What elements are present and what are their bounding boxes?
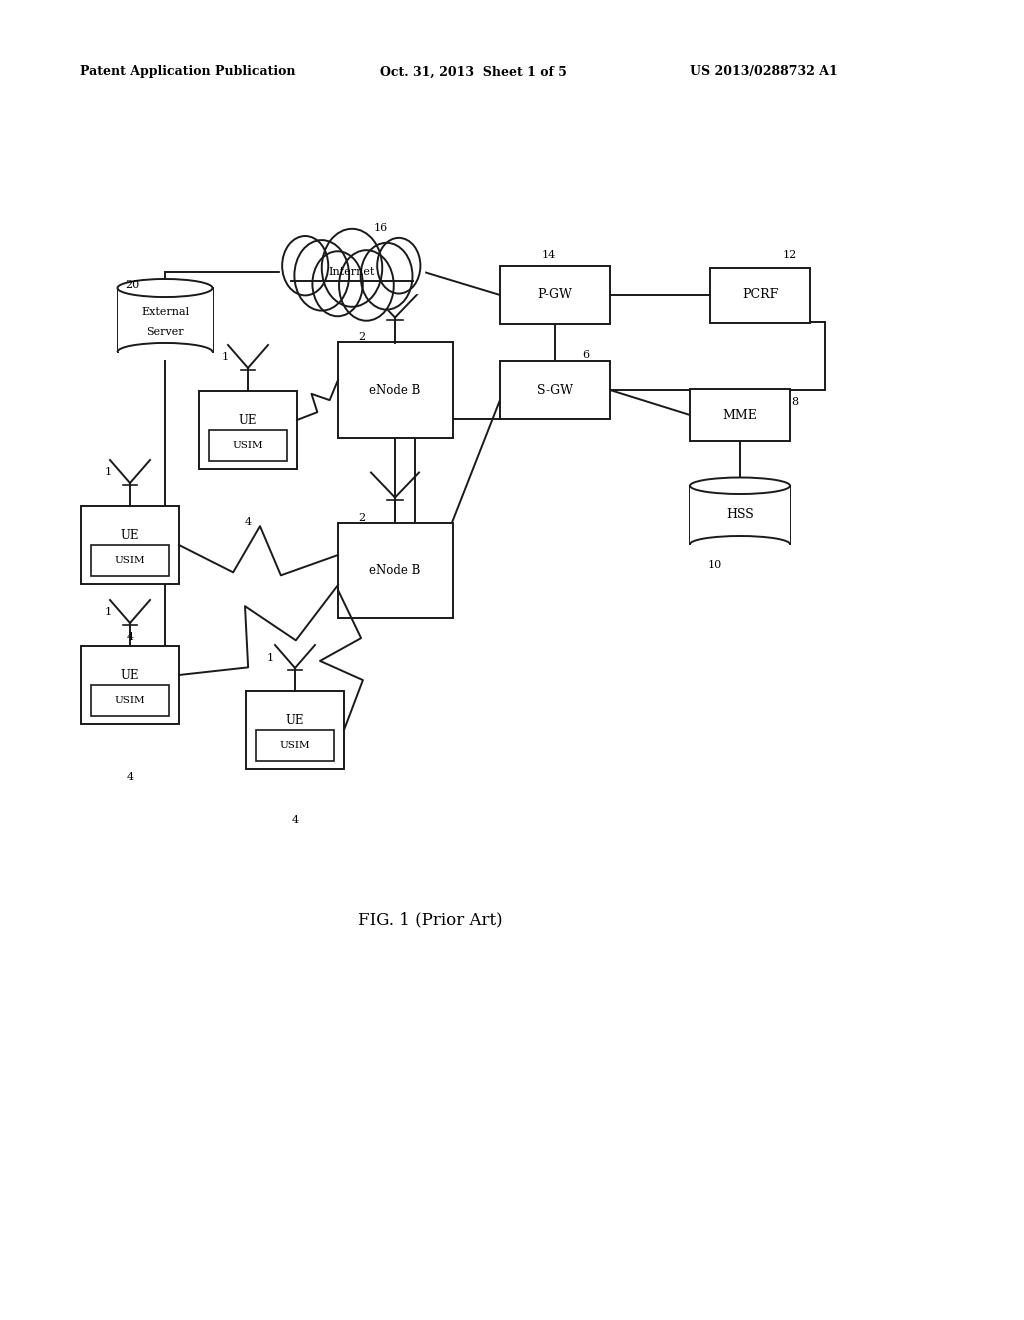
Circle shape — [377, 238, 421, 293]
Ellipse shape — [118, 279, 213, 297]
Text: FIG. 1 (Prior Art): FIG. 1 (Prior Art) — [357, 912, 503, 928]
Text: 14: 14 — [542, 249, 556, 260]
Text: 1: 1 — [104, 467, 112, 477]
Bar — [91, 545, 169, 577]
Bar — [500, 267, 610, 323]
Bar — [81, 645, 179, 723]
Bar — [91, 685, 169, 717]
Bar — [280, 268, 424, 293]
Circle shape — [322, 228, 382, 306]
Text: USIM: USIM — [115, 696, 145, 705]
Text: 2: 2 — [358, 333, 366, 342]
Bar — [690, 486, 790, 544]
Bar — [710, 268, 810, 322]
Text: USIM: USIM — [280, 741, 310, 750]
Text: External: External — [141, 308, 189, 317]
Text: UE: UE — [121, 529, 139, 543]
Circle shape — [283, 236, 329, 296]
Text: 2: 2 — [358, 513, 366, 523]
Text: 12: 12 — [783, 249, 797, 260]
Circle shape — [360, 243, 413, 310]
Text: Patent Application Publication: Patent Application Publication — [80, 66, 296, 78]
Text: UE: UE — [286, 714, 304, 727]
Text: PCRF: PCRF — [741, 289, 778, 301]
Text: UE: UE — [121, 669, 139, 682]
Text: Oct. 31, 2013  Sheet 1 of 5: Oct. 31, 2013 Sheet 1 of 5 — [380, 66, 567, 78]
Bar — [199, 391, 297, 469]
Circle shape — [312, 251, 362, 317]
Text: 10: 10 — [708, 560, 722, 570]
Bar — [209, 430, 287, 461]
Bar — [246, 690, 344, 770]
Bar — [338, 342, 453, 437]
Text: 4: 4 — [126, 772, 133, 781]
Text: S-GW: S-GW — [537, 384, 573, 396]
Text: eNode B: eNode B — [370, 384, 421, 396]
Text: 1: 1 — [221, 352, 228, 362]
Text: P-GW: P-GW — [538, 289, 572, 301]
Bar — [81, 506, 179, 583]
Text: 4: 4 — [126, 632, 133, 642]
Text: Server: Server — [146, 327, 184, 337]
Text: 1: 1 — [104, 607, 112, 616]
Text: HSS: HSS — [726, 508, 754, 521]
Text: US 2013/0288732 A1: US 2013/0288732 A1 — [690, 66, 838, 78]
Text: UE: UE — [239, 414, 257, 428]
Text: 4: 4 — [245, 517, 252, 527]
Bar — [256, 730, 334, 762]
Text: 16: 16 — [374, 223, 388, 234]
Circle shape — [295, 240, 349, 310]
Bar — [118, 288, 213, 352]
Text: USIM: USIM — [232, 441, 263, 450]
Text: USIM: USIM — [115, 556, 145, 565]
Text: Internet: Internet — [329, 267, 375, 277]
Text: 8: 8 — [792, 397, 799, 407]
Bar — [338, 523, 453, 618]
Bar — [690, 389, 790, 441]
Text: 6: 6 — [583, 350, 590, 360]
Text: 4: 4 — [292, 814, 299, 825]
Text: 1: 1 — [266, 653, 273, 663]
Text: eNode B: eNode B — [370, 564, 421, 577]
Bar — [500, 360, 610, 418]
Text: MME: MME — [723, 408, 758, 421]
Text: 20: 20 — [125, 280, 139, 290]
Circle shape — [339, 251, 394, 321]
Ellipse shape — [690, 478, 790, 494]
